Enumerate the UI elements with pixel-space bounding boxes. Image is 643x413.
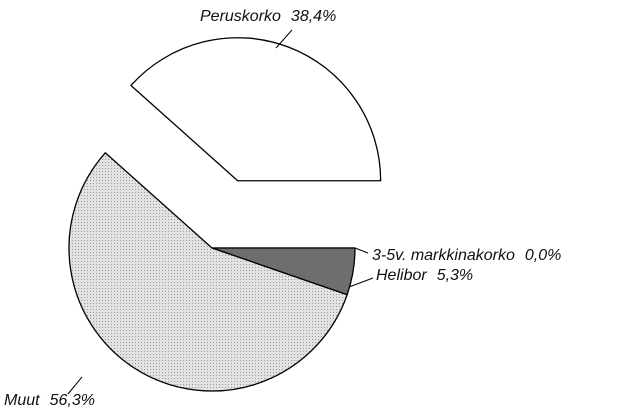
slice-value: 38,4% (291, 8, 336, 25)
pie-slice (68, 152, 348, 392)
slice-value: 5,3% (437, 267, 473, 284)
slice-value: 56,3% (50, 392, 95, 409)
pie-slice (130, 37, 382, 182)
slice-label: Helibor 5,3% (376, 267, 473, 284)
leader-line (275, 29, 293, 49)
slice-name: 3-5v. markkinakorko (372, 247, 515, 264)
slice-label: 3-5v. markkinakorko 0,0% (372, 247, 561, 264)
leader-line (67, 376, 83, 395)
slice-value: 0,0% (525, 247, 561, 264)
slice-label: Peruskorko 38,4% (200, 8, 336, 25)
slice-label: Muut 56,3% (4, 392, 95, 409)
slice-name: Helibor (376, 267, 427, 284)
leader-line (354, 247, 369, 254)
slice-name: Muut (4, 392, 40, 409)
slice-name: Peruskorko (200, 8, 281, 25)
leader-line (348, 277, 374, 288)
